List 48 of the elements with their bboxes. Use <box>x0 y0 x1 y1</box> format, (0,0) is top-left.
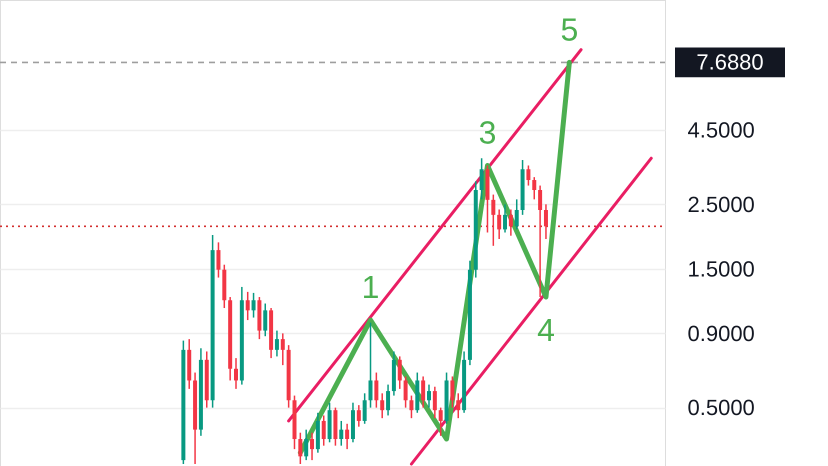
candlestick <box>304 428 308 461</box>
candlestick <box>480 158 484 200</box>
candlestick <box>508 208 513 236</box>
candlestick <box>544 204 548 240</box>
candlestick <box>216 242 220 278</box>
candlestick <box>532 176 536 200</box>
candlestick <box>526 164 530 186</box>
candlestick <box>450 376 454 408</box>
annotation: 1 <box>362 269 380 306</box>
candlestick <box>380 392 384 419</box>
candlestick <box>322 414 326 446</box>
candlestick <box>514 198 519 230</box>
candlestick <box>409 394 414 419</box>
y-tick-label: 4.5000 <box>688 118 755 143</box>
candlestick <box>538 184 542 298</box>
candlestick <box>310 432 314 461</box>
candlestick <box>339 420 344 446</box>
candlestick <box>386 384 390 416</box>
candlestick <box>280 332 285 366</box>
annotation: 3 <box>478 114 496 150</box>
annotation: 5 <box>560 11 578 48</box>
candlestick <box>426 384 431 408</box>
ref-line-label: 7.6880 <box>696 49 764 74</box>
candlestick <box>368 322 373 408</box>
candlestick <box>356 404 361 428</box>
y-tick-label: 0.5000 <box>688 395 755 420</box>
candlestick <box>421 376 426 408</box>
y-tick-label: 2.5000 <box>688 192 755 217</box>
candlestick <box>345 423 350 450</box>
candlestick <box>298 432 302 465</box>
candlestick <box>491 194 496 247</box>
annotation: 4 <box>537 312 555 348</box>
y-tick-label: 0.9000 <box>688 320 755 346</box>
candlestick <box>362 392 367 425</box>
candlestick <box>274 330 279 358</box>
candlestick <box>246 291 250 321</box>
candlestick <box>497 208 502 240</box>
y-tick-label: 1.5000 <box>688 256 755 282</box>
candlestick <box>263 302 268 337</box>
candlestick <box>252 292 256 318</box>
candlestick <box>234 357 238 390</box>
candlestick <box>503 204 508 234</box>
candlestick <box>456 392 460 419</box>
candlestick <box>438 406 443 437</box>
candlestick <box>398 356 402 390</box>
candlestick <box>374 372 378 408</box>
candlestick <box>404 376 408 408</box>
candlestick <box>432 386 437 419</box>
